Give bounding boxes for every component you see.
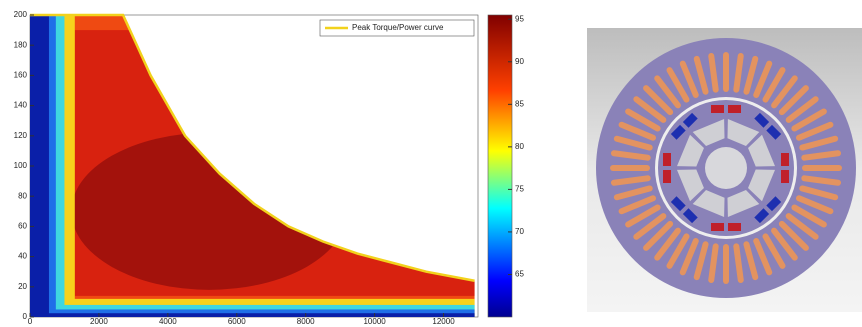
magnet <box>711 223 724 231</box>
magnet <box>781 153 789 166</box>
stator-slot <box>723 52 729 92</box>
x-tick-label: 2000 <box>90 317 108 326</box>
colorbar-tick-label: 85 <box>515 99 524 108</box>
magnet <box>728 223 741 231</box>
colorbar-tick-label: 80 <box>515 142 524 151</box>
x-tick-label: 10000 <box>363 317 386 326</box>
stator-slot <box>802 165 842 171</box>
legend-label: Peak Torque/Power curve <box>352 23 444 32</box>
magnet <box>728 105 741 113</box>
x-tick-label: 8000 <box>297 317 315 326</box>
y-tick-label: 140 <box>14 101 28 110</box>
motor-cross-section <box>587 28 862 312</box>
magnet <box>711 105 724 113</box>
figure: 0 2000 4000 6000 8000 10000 12000 0 20 40 60 80 100 1… <box>0 0 862 327</box>
x-tick-label: 6000 <box>228 317 246 326</box>
y-tick-label: 160 <box>14 71 28 80</box>
y-tick-label: 60 <box>18 222 27 231</box>
x-tick-label: 0 <box>28 317 33 326</box>
magnet <box>663 153 671 166</box>
magnet <box>663 170 671 183</box>
colorbar-tick-label: 70 <box>515 227 524 236</box>
y-tick-label: 20 <box>18 282 27 291</box>
y-tick-label: 80 <box>18 191 27 200</box>
colorbar-tick-label: 90 <box>515 57 524 66</box>
y-tick-label: 120 <box>14 131 28 140</box>
y-tick-label: 100 <box>14 161 28 170</box>
shaft <box>705 147 747 189</box>
stator-slot <box>610 165 650 171</box>
magnet <box>781 170 789 183</box>
colorbar <box>488 15 512 317</box>
colorbar-tick-label: 65 <box>515 270 524 279</box>
y-tick-label: 180 <box>14 40 28 49</box>
x-tick-label: 12000 <box>432 317 455 326</box>
stator-slot <box>723 244 729 284</box>
y-tick-label: 40 <box>18 252 27 261</box>
x-tick-label: 4000 <box>159 317 177 326</box>
y-tick-label: 200 <box>14 10 28 19</box>
y-tick-label: 0 <box>23 312 28 321</box>
colorbar-tick-label: 95 <box>515 14 524 23</box>
page: {"chart_data": {"type": "efficiency-map"… <box>0 0 862 327</box>
colorbar-tick-label: 75 <box>515 185 524 194</box>
